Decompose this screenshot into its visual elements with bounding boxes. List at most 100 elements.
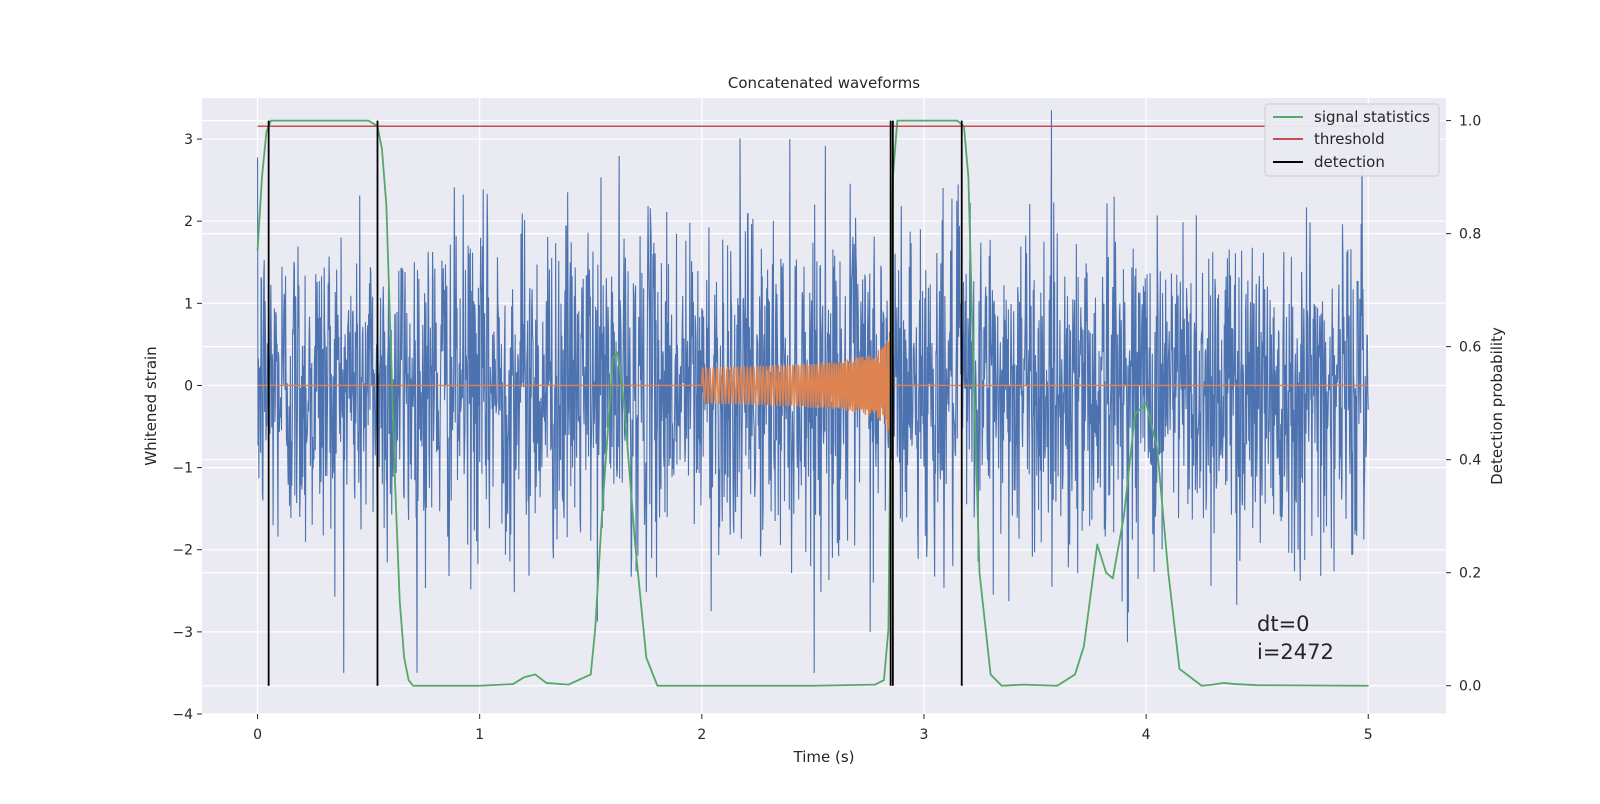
signal-statistics-point-52: [1105, 572, 1107, 574]
y-tick-label-0: −4: [172, 707, 193, 723]
y-axis-label: Whitened strain: [142, 346, 160, 465]
signal-statistics-point-1: [261, 176, 263, 178]
signal-statistics-point-31: [656, 685, 658, 687]
signal-statistics-point-61: [1212, 684, 1214, 686]
signal-statistics-point-29: [634, 543, 636, 546]
signal-statistics-point-32: [679, 685, 681, 687]
y-tick-label-6: 2: [184, 214, 193, 230]
legend-label-threshold: threshold: [1314, 130, 1385, 148]
signal-statistics-point-9: [385, 204, 387, 206]
signal-statistics-point-0: [256, 249, 259, 252]
signal-statistics-point-23: [590, 673, 592, 676]
x-tick-label-0: 0: [253, 727, 262, 743]
signal-statistics-point-53: [1112, 577, 1114, 579]
signal-statistics-point-8: [381, 148, 383, 150]
y-tick-label-3: −1: [172, 461, 193, 477]
signal-statistics-point-22: [567, 684, 570, 686]
signal-statistics-point-39: [901, 120, 903, 122]
x-tick-label-5: 5: [1364, 727, 1373, 743]
chart-title: Concatenated waveforms: [728, 74, 920, 92]
signal-statistics-point-17: [479, 685, 481, 687]
signal-statistics-point-21: [545, 682, 547, 684]
signal-statistics-point-40: [956, 120, 958, 122]
x-axis-label: Time (s): [793, 748, 855, 766]
y-tick-label-2: −2: [172, 543, 193, 559]
series-line-injected-chirp: [257, 332, 1369, 444]
signal-statistics-point-28: [623, 402, 625, 404]
signal-statistics-point-5: [279, 120, 281, 122]
signal-statistics-point-49: [1074, 673, 1076, 676]
signal-statistics-point-12: [399, 600, 401, 602]
signal-statistics-point-57: [1156, 447, 1158, 449]
signal-statistics-point-50: [1083, 645, 1085, 647]
signal-statistics-point-20: [534, 673, 536, 676]
signal-statistics-point-10: [390, 346, 392, 348]
series-layer: [256, 110, 1369, 687]
x-tick-label-2: 2: [697, 727, 706, 743]
signal-statistics-point-36: [887, 628, 890, 630]
signal-statistics-point-13: [403, 656, 405, 659]
y2-tick-label-0: 0.0: [1459, 679, 1481, 695]
x-tick-label-3: 3: [920, 727, 929, 743]
y2-tick-label-2: 0.4: [1459, 453, 1481, 469]
legend: signal statistics threshold detection: [1264, 103, 1440, 177]
signal-statistics-point-59: [1178, 668, 1181, 670]
y2-tick-label-1: 0.2: [1459, 566, 1481, 582]
signal-statistics-point-4: [274, 120, 276, 122]
signal-statistics-point-62: [1223, 682, 1225, 684]
y2-tick-label-4: 0.8: [1459, 227, 1481, 243]
signal-statistics-point-46: [1001, 685, 1003, 687]
signal-statistics-point-3: [270, 120, 272, 122]
series-line-signal-statistics: [256, 119, 1369, 687]
signal-statistics-point-64: [1256, 684, 1258, 686]
y-tick-label-4: 0: [184, 378, 193, 394]
signal-statistics-point-58: [1167, 572, 1169, 574]
signal-statistics-point-25: [601, 515, 603, 517]
series-line-whitened-strain: [256, 110, 1369, 673]
signal-statistics-point-19: [523, 676, 525, 678]
x-tick-label-1: 1: [475, 727, 484, 743]
legend-label-detection: detection: [1314, 153, 1385, 171]
axis-layer: 0 1 2 3 4 5 −4 −3 −2 −1 0 1 2 3 0.0 0.2 0.4 0.6 0.8 1.0: [172, 114, 1481, 743]
signal-statistics-point-48: [1056, 685, 1058, 687]
signal-statistics-point-45: [990, 673, 992, 676]
signal-statistics-point-47: [1023, 684, 1025, 686]
signal-statistics-point-44: [978, 572, 981, 574]
legend-label-signal-statistics: signal statistics: [1314, 108, 1430, 126]
signal-statistics-point-16: [423, 685, 425, 687]
signal-statistics-point-14: [407, 679, 410, 681]
signal-statistics-point-35: [883, 679, 885, 681]
signal-statistics-point-27: [616, 351, 619, 353]
signal-statistics-point-51: [1096, 543, 1098, 546]
signal-statistics-point-26: [612, 357, 614, 359]
y-tick-label-1: −3: [172, 625, 193, 641]
signal-statistics-point-33: [812, 685, 814, 687]
signal-statistics-point-18: [512, 683, 514, 685]
y-tick-label-5: 1: [184, 296, 193, 312]
legend-frame: [1264, 103, 1440, 177]
signal-statistics-point-56: [1145, 402, 1147, 404]
signal-statistics-point-55: [1134, 413, 1136, 416]
signal-statistics-point-65: [1367, 685, 1369, 687]
signal-statistics-point-15: [412, 685, 414, 687]
signal-statistics-point-6: [368, 120, 370, 122]
signal-statistics-point-11: [394, 487, 396, 489]
signal-statistics-point-30: [645, 656, 647, 659]
signal-statistics-point-38: [896, 120, 898, 122]
signal-statistics-point-63: [1234, 683, 1236, 685]
signal-statistics-point-42: [967, 176, 969, 178]
signal-statistics-point-34: [874, 684, 876, 686]
y2-tick-label-3: 0.6: [1459, 340, 1481, 356]
signal-statistics-point-60: [1201, 685, 1203, 687]
annotation-dt: dt=0: [1257, 612, 1310, 636]
x-tick-label-4: 4: [1142, 727, 1151, 743]
annotation-box: dt=0 i=2472: [1257, 612, 1334, 664]
y2-axis-label: Detection probability: [1488, 327, 1506, 485]
y-tick-label-7: 3: [184, 132, 193, 148]
signal-statistics-point-54: [1123, 515, 1125, 517]
signal-statistics-point-24: [594, 628, 596, 630]
annotation-i: i=2472: [1257, 640, 1334, 664]
y2-tick-label-5: 1.0: [1459, 114, 1481, 130]
